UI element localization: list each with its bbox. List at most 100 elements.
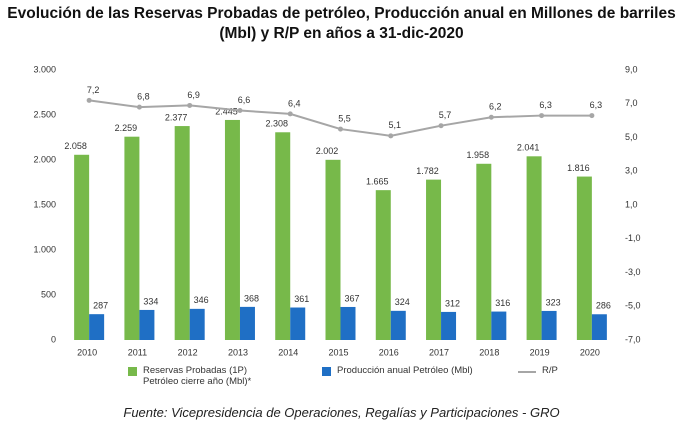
data-label: 2.058: [64, 141, 87, 151]
line-marker: [388, 133, 394, 139]
data-label: 5,7: [439, 110, 452, 120]
data-label: 2.377: [165, 112, 188, 122]
bar: [591, 314, 607, 340]
data-label: 7,2: [87, 85, 100, 95]
bar: [526, 156, 542, 340]
data-label: 312: [445, 298, 460, 308]
data-label: 1.816: [567, 163, 590, 173]
bar: [541, 310, 557, 340]
bar: [124, 136, 140, 340]
data-label: 5,5: [338, 113, 351, 123]
y-tick-label: 1.500: [33, 199, 56, 209]
x-tick-label: 2020: [580, 347, 600, 357]
x-tick-label: 2019: [530, 347, 550, 357]
y-tick-label: 500: [41, 289, 56, 299]
legend-label: Reservas Probadas (1P) Petróleo cierre a…: [143, 365, 252, 387]
y2-tick-label: 3,0: [625, 166, 638, 176]
data-label: 368: [244, 293, 259, 303]
legend-item: Reservas Probadas (1P) Petróleo cierre a…: [128, 365, 308, 387]
x-tick-label: 2018: [479, 347, 499, 357]
data-label: 323: [546, 297, 561, 307]
data-label: 2.002: [316, 146, 339, 156]
y2-tick-label: 7,0: [625, 98, 638, 108]
y2-tick-label: -5,0: [625, 301, 641, 311]
bar: [340, 306, 356, 340]
data-label: 1.782: [416, 166, 439, 176]
x-tick-label: 2011: [128, 347, 147, 357]
legend-label: R/P: [542, 365, 558, 376]
y2-tick-label: 9,0: [625, 64, 638, 74]
x-tick-label: 2014: [278, 347, 298, 357]
line-marker: [86, 97, 92, 103]
x-tick-label: 2017: [429, 347, 449, 357]
line-marker: [539, 113, 545, 119]
data-label: 1.958: [467, 150, 490, 160]
data-label: 2.445: [215, 106, 238, 116]
line-marker: [187, 102, 193, 108]
data-label: 324: [395, 297, 410, 307]
data-label: 334: [143, 296, 158, 306]
bar: [390, 310, 406, 340]
y-tick-label: 3.000: [33, 64, 56, 74]
data-label: 287: [93, 301, 108, 311]
data-label: 6,4: [288, 98, 301, 108]
y2-tick-label: -1,0: [625, 233, 641, 243]
x-tick-label: 2016: [379, 347, 399, 357]
bar: [375, 190, 391, 340]
data-label: 346: [194, 295, 209, 305]
bar: [275, 132, 291, 340]
data-label: 6,3: [539, 100, 552, 110]
data-label: 361: [294, 294, 309, 304]
data-label: 316: [495, 298, 510, 308]
bar: [476, 163, 492, 340]
data-label: 6,8: [137, 92, 150, 102]
x-tick-label: 2015: [328, 347, 348, 357]
line-marker: [338, 126, 343, 132]
bar: [290, 307, 306, 340]
y2-tick-label: 1,0: [625, 199, 638, 209]
data-label: 286: [596, 301, 611, 311]
bar: [224, 119, 240, 340]
chart-title: Evolución de las Reservas Probadas de pe…: [7, 5, 676, 42]
legend-swatch: [322, 367, 331, 376]
data-label: 5,1: [389, 120, 402, 130]
x-tick-label: 2010: [77, 347, 97, 357]
bar: [174, 126, 190, 340]
y-tick-label: 2.000: [33, 154, 56, 164]
data-label: 367: [344, 293, 359, 303]
bar: [426, 179, 442, 340]
bar: [325, 159, 341, 340]
line-marker: [438, 123, 444, 129]
data-label: 6,2: [489, 102, 502, 112]
bar: [189, 308, 205, 340]
data-label: 6,6: [238, 95, 251, 105]
bar: [74, 154, 90, 340]
bar: [441, 311, 457, 340]
y-tick-label: 1.000: [33, 244, 56, 254]
legend-swatch: [128, 367, 137, 376]
legend-item: Producción anual Petróleo (Mbl): [322, 365, 492, 376]
y-tick-label: 0: [51, 334, 56, 344]
bar: [239, 306, 255, 340]
line-marker: [287, 111, 293, 117]
bar: [491, 311, 507, 340]
y2-tick-label: 5,0: [625, 132, 638, 142]
data-label: 1.665: [366, 177, 389, 187]
bar: [576, 176, 592, 340]
line-marker: [589, 113, 595, 119]
legend-item: R/P: [518, 365, 598, 376]
line-marker: [237, 108, 243, 113]
y2-tick-label: -3,0: [625, 267, 641, 277]
bar: [139, 309, 155, 340]
data-label: 6,3: [590, 100, 603, 110]
source: Fuente: Vicepresidencia de Operaciones, …: [123, 405, 560, 420]
line-marker: [488, 114, 494, 120]
data-label: 2.041: [517, 143, 540, 153]
legend-swatch: [518, 371, 536, 373]
data-label: 2.308: [265, 119, 288, 129]
bar: [89, 314, 105, 340]
data-label: 6,9: [187, 90, 200, 100]
x-tick-label: 2012: [178, 347, 198, 357]
line-marker: [136, 104, 142, 110]
